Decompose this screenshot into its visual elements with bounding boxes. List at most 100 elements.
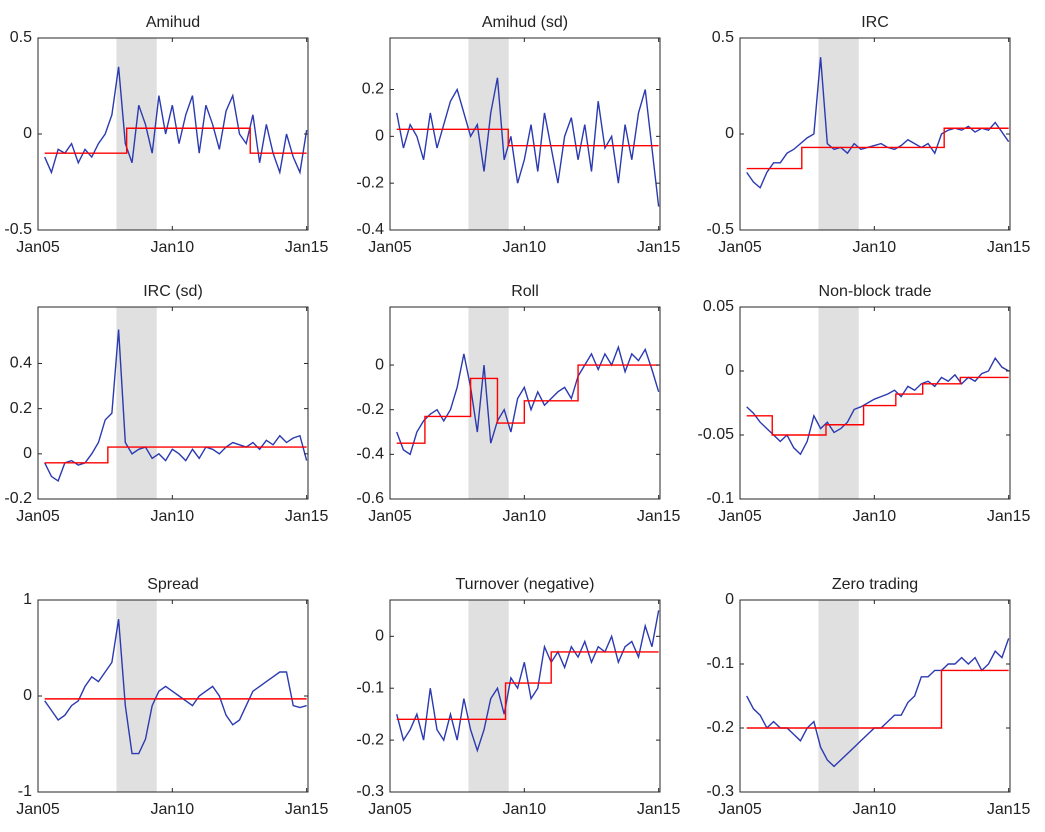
x-tick-label: Jan05 xyxy=(368,801,412,818)
y-tick-label: -0.5 xyxy=(4,221,32,238)
y-tick-label: 0 xyxy=(725,591,734,608)
axes-box xyxy=(739,599,1011,793)
x-tick-label: Jan05 xyxy=(718,801,762,818)
plot-background xyxy=(38,307,308,499)
x-tick-label: Jan10 xyxy=(151,508,195,525)
x-tick-label: Jan15 xyxy=(285,508,329,525)
x-tick-label: Jan15 xyxy=(637,239,681,256)
step-line xyxy=(396,128,659,147)
x-tick-label: Jan10 xyxy=(503,508,547,525)
chart-title: Non-block trade xyxy=(819,283,932,300)
x-tick-label: Jan05 xyxy=(16,508,60,525)
shaded-period xyxy=(818,600,859,792)
chart-title: Amihud xyxy=(146,14,200,31)
x-tick-label: Jan05 xyxy=(368,239,412,256)
shaded-period xyxy=(116,38,157,230)
plot-background xyxy=(740,38,1010,230)
y-tick-label: -0.5 xyxy=(706,221,734,238)
x-tick-label: Jan15 xyxy=(637,508,681,525)
x-tick-label: Jan05 xyxy=(368,508,412,525)
y-tick-label: -0.2 xyxy=(356,731,384,748)
x-tick-label: Jan05 xyxy=(16,801,60,818)
y-tick-label: 0 xyxy=(23,445,32,462)
x-tick-label: Jan10 xyxy=(853,508,897,525)
x-tick-label: Jan10 xyxy=(853,801,897,818)
y-tick-label: -0.2 xyxy=(356,401,384,418)
plot-background xyxy=(390,38,660,230)
y-tick-label: 0.5 xyxy=(712,29,734,46)
y-tick-label: -0.1 xyxy=(356,679,384,696)
y-tick-label: 0 xyxy=(23,125,32,142)
y-tick-label: -0.05 xyxy=(698,426,735,443)
y-tick-label: -0.2 xyxy=(356,174,384,191)
y-tick-label: -0.6 xyxy=(356,490,384,507)
y-tick-label: -0.4 xyxy=(356,221,384,238)
y-tick-label: 0.5 xyxy=(10,29,32,46)
axes-box xyxy=(37,306,309,500)
chart-title: IRC (sd) xyxy=(143,283,203,300)
y-tick-label: 0 xyxy=(375,356,384,373)
x-tick-label: Jan15 xyxy=(637,801,681,818)
plot-background xyxy=(740,600,1010,792)
data-line xyxy=(396,344,660,456)
shaded-period xyxy=(818,38,859,230)
y-tick-label: 0.2 xyxy=(10,400,32,417)
plot-background xyxy=(38,600,308,792)
y-tick-label: 0.2 xyxy=(362,81,384,98)
x-tick-label: Jan15 xyxy=(987,508,1031,525)
y-tick-label: 0 xyxy=(725,362,734,379)
x-tick-label: Jan10 xyxy=(503,801,547,818)
plot-background xyxy=(740,307,1010,499)
x-tick-label: Jan10 xyxy=(151,801,195,818)
step-line xyxy=(44,446,307,464)
shaded-period xyxy=(468,600,509,792)
chart-title: Roll xyxy=(511,283,539,300)
y-tick-label: -0.3 xyxy=(706,783,734,800)
x-tick-label: Jan05 xyxy=(718,508,762,525)
data-line xyxy=(396,610,660,753)
y-tick-label: 1 xyxy=(23,591,32,608)
shaded-period xyxy=(116,600,157,792)
y-tick-label: 0 xyxy=(375,628,384,645)
step-line xyxy=(746,669,1009,729)
x-tick-label: Jan10 xyxy=(853,239,897,256)
x-tick-label: Jan05 xyxy=(16,239,60,256)
chart-title: Amihud (sd) xyxy=(482,14,568,31)
axes-box xyxy=(739,306,1011,500)
data-line xyxy=(44,619,307,755)
y-tick-label: 0 xyxy=(725,125,734,142)
plot-background xyxy=(38,38,308,230)
chart-title: IRC xyxy=(861,14,889,31)
x-tick-label: Jan15 xyxy=(987,239,1031,256)
y-tick-label: 0.4 xyxy=(10,355,32,372)
chart-title: Turnover (negative) xyxy=(455,576,594,593)
axes-box xyxy=(389,599,661,793)
y-tick-label: -0.4 xyxy=(356,446,384,463)
step-line xyxy=(746,127,1009,170)
plot-background xyxy=(390,600,660,792)
step-line xyxy=(746,376,1009,436)
step-line xyxy=(44,127,307,154)
x-tick-label: Jan15 xyxy=(285,239,329,256)
y-tick-label: -0.2 xyxy=(4,490,32,507)
y-tick-label: -0.2 xyxy=(706,719,734,736)
data-line xyxy=(44,329,308,483)
shaded-period xyxy=(818,307,859,499)
axes-box xyxy=(389,37,661,231)
y-tick-label: 0.05 xyxy=(703,298,734,315)
step-line xyxy=(396,364,659,444)
y-tick-label: -0.1 xyxy=(706,490,734,507)
axes-box xyxy=(389,306,661,500)
chart-title: Spread xyxy=(147,576,199,593)
data-line xyxy=(746,356,1010,456)
y-tick-label: 0 xyxy=(375,128,384,145)
x-tick-label: Jan10 xyxy=(151,239,195,256)
y-tick-label: -0.1 xyxy=(706,655,734,672)
data-line xyxy=(396,77,660,207)
y-tick-label: -0.3 xyxy=(356,783,384,800)
x-tick-label: Jan15 xyxy=(987,801,1031,818)
chart-title: Zero trading xyxy=(832,576,918,593)
x-tick-label: Jan15 xyxy=(285,801,329,818)
x-tick-label: Jan10 xyxy=(503,239,547,256)
